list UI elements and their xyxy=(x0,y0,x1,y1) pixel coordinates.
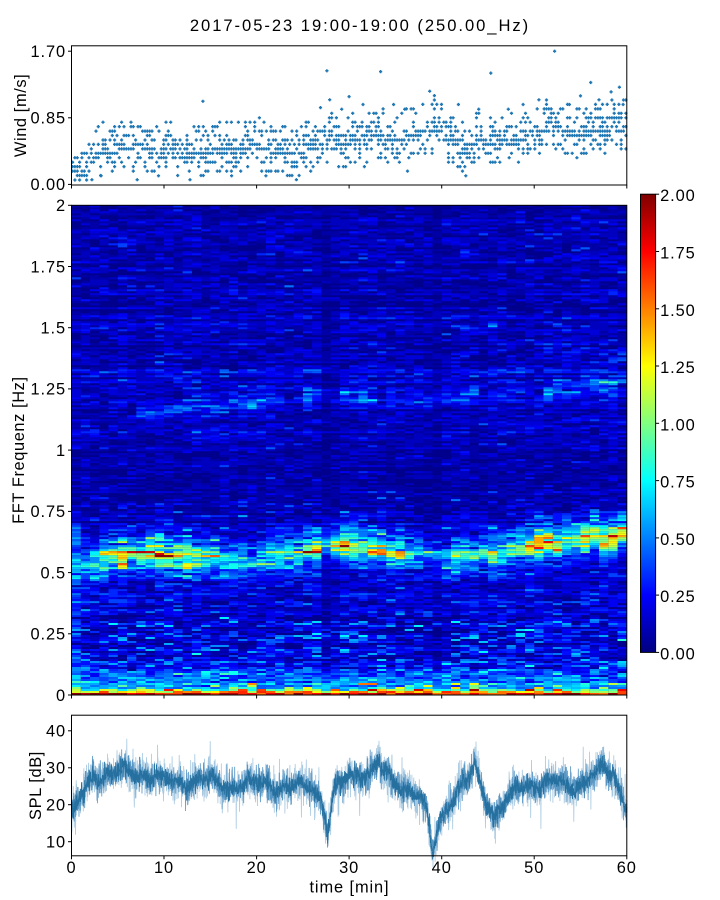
svg-text:1.75: 1.75 xyxy=(660,245,696,263)
svg-text:FFT Frequenz [Hz]: FFT Frequenz [Hz] xyxy=(10,376,28,523)
svg-text:1.25: 1.25 xyxy=(660,359,696,377)
svg-text:0.85: 0.85 xyxy=(30,110,66,128)
svg-text:0.00: 0.00 xyxy=(30,176,66,194)
svg-text:0.75: 0.75 xyxy=(660,474,696,492)
svg-text:1.25: 1.25 xyxy=(30,381,66,399)
svg-text:10: 10 xyxy=(46,834,66,852)
svg-text:2: 2 xyxy=(56,197,66,215)
svg-text:0.00: 0.00 xyxy=(660,645,696,663)
svg-text:1.50: 1.50 xyxy=(660,302,696,320)
svg-text:60: 60 xyxy=(617,859,637,877)
svg-text:0.25: 0.25 xyxy=(30,626,66,644)
svg-text:20: 20 xyxy=(46,797,66,815)
svg-text:10: 10 xyxy=(154,859,174,877)
svg-text:0: 0 xyxy=(66,859,76,877)
svg-text:0.25: 0.25 xyxy=(660,588,696,606)
svg-text:20: 20 xyxy=(247,859,267,877)
svg-text:2017-05-23 19:00-19:00 (250.00: 2017-05-23 19:00-19:00 (250.00_Hz) xyxy=(190,16,530,35)
svg-text:50: 50 xyxy=(524,859,544,877)
svg-text:1: 1 xyxy=(56,442,66,460)
svg-text:0.50: 0.50 xyxy=(660,531,696,549)
svg-text:30: 30 xyxy=(339,859,359,877)
svg-text:1.75: 1.75 xyxy=(30,258,66,276)
svg-text:time [min]: time [min] xyxy=(309,879,389,897)
svg-text:SPL [dB]: SPL [dB] xyxy=(27,751,45,820)
svg-text:0.5: 0.5 xyxy=(41,564,67,582)
svg-text:0: 0 xyxy=(56,687,66,705)
svg-text:1.00: 1.00 xyxy=(660,416,696,434)
svg-text:40: 40 xyxy=(46,723,66,741)
svg-text:40: 40 xyxy=(432,859,452,877)
svg-text:Wind [m/s]: Wind [m/s] xyxy=(12,74,30,157)
svg-text:2.00: 2.00 xyxy=(660,187,696,205)
svg-text:30: 30 xyxy=(46,760,66,778)
svg-text:1.5: 1.5 xyxy=(41,320,67,338)
svg-text:0.75: 0.75 xyxy=(30,503,66,521)
svg-text:1.70: 1.70 xyxy=(30,43,66,61)
